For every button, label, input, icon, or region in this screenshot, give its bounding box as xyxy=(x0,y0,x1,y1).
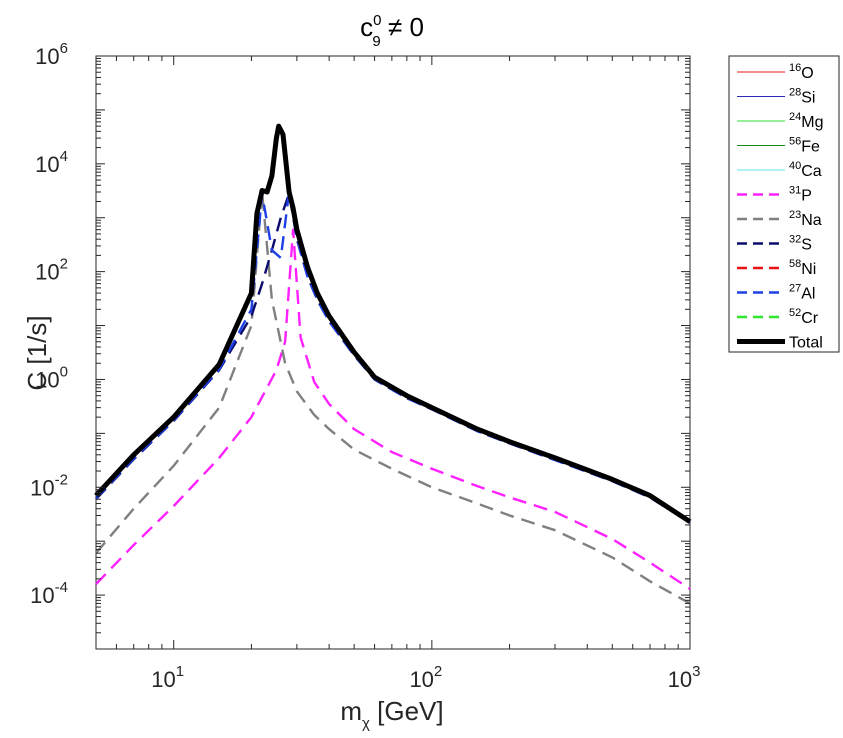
legend-label: 40Ca xyxy=(789,160,822,180)
series-line-32s xyxy=(95,192,691,524)
y-tick-label: 104 xyxy=(35,148,68,177)
y-tick-label: 10-4 xyxy=(30,579,68,608)
legend-label: 23Na xyxy=(789,209,822,229)
legend-label: 32S xyxy=(789,234,812,254)
legend-label: 58Ni xyxy=(789,258,816,278)
x-tick-label: 103 xyxy=(668,663,701,692)
chart-title: c0 9 ≠ 0 xyxy=(360,12,424,50)
y-tick-label: 102 xyxy=(35,256,68,285)
y-tick-label: 106 xyxy=(35,40,68,69)
series-line-27al xyxy=(95,190,691,524)
legend-item-31p: 31P xyxy=(737,185,812,205)
x-tick-label: 102 xyxy=(409,663,442,692)
legend-item-58ni: 58Ni xyxy=(737,258,816,278)
legend-label: 31P xyxy=(789,185,812,205)
series-layer xyxy=(94,123,692,605)
legend-item-52cr: 52Cr xyxy=(737,307,819,327)
legend-label: 56Fe xyxy=(789,136,820,156)
plot-area: 101 102 103 10-4 10-2 100 102 104 106 xyxy=(30,40,700,692)
y-axis-ticks: 10-4 10-2 100 102 104 106 xyxy=(30,40,690,650)
series-line-total xyxy=(94,123,692,524)
legend-label: 52Cr xyxy=(789,307,819,327)
legend-label: 24Mg xyxy=(789,111,823,131)
y-axis-label: C [1/s] xyxy=(22,315,52,390)
y-tick-label: 100 xyxy=(35,363,68,392)
legend-item-56fe: 56Fe xyxy=(737,136,820,156)
series-line-23na xyxy=(95,190,691,605)
legend-item-23na: 23Na xyxy=(737,209,822,229)
legend-label: Total xyxy=(789,335,823,352)
series-line-31p xyxy=(95,228,691,590)
legend-item-40ca: 40Ca xyxy=(737,160,822,180)
x-axis-label: mχ [GeV] xyxy=(340,696,443,732)
y-tick-label: 10-2 xyxy=(30,471,68,500)
legend: 16O 28Si 24Mg 56Fe 40Ca 31P 23Na 32S 58Ni 27Al 52C… xyxy=(728,55,840,353)
x-tick-label: 101 xyxy=(151,663,184,692)
legend-item-24mg: 24Mg xyxy=(737,111,823,131)
legend-item-total: Total xyxy=(737,335,823,352)
legend-box xyxy=(728,55,840,353)
legend-item-27al: 27Al xyxy=(737,283,815,303)
legend-label: 16O xyxy=(789,62,814,82)
legend-label: 28Si xyxy=(789,87,815,107)
legend-item-28si: 28Si xyxy=(737,87,815,107)
legend-item-16o: 16O xyxy=(737,62,814,82)
legend-label: 27Al xyxy=(789,283,815,303)
axes-box xyxy=(95,55,691,650)
legend-item-32s: 32S xyxy=(737,234,812,254)
